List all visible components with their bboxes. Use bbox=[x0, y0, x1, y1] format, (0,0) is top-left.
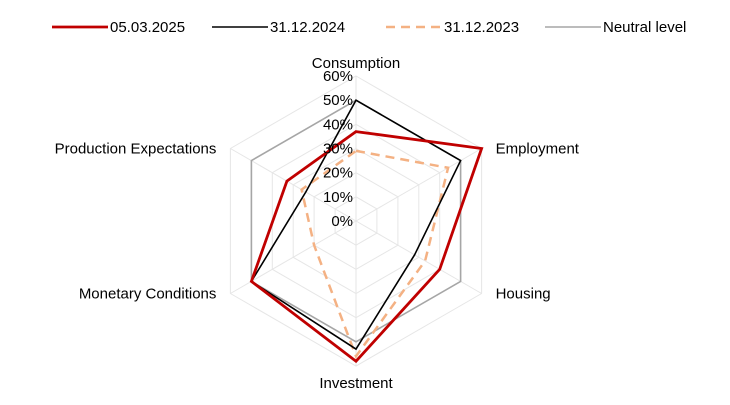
tick-label-30: 30% bbox=[323, 141, 353, 158]
legend-label-31-12-2023: 31.12.2023 bbox=[444, 19, 519, 36]
tick-label-60: 60% bbox=[323, 68, 353, 85]
axis-labels: Consumption Employment Housing Investment Mo… bbox=[55, 55, 580, 392]
legend: 05.03.2025 31.12.2024 31.12.2023 Neutral le… bbox=[52, 19, 686, 36]
tick-label-10: 10% bbox=[323, 189, 353, 206]
axis-label-monetary-conditions: Monetary Conditions bbox=[79, 286, 217, 303]
legend-label-neutral-level: Neutral level bbox=[603, 19, 686, 36]
series-31-12-2024 bbox=[250, 99, 462, 351]
axis-label-production-expectations: Production Expectations bbox=[55, 141, 217, 158]
axis-label-consumption: Consumption bbox=[312, 55, 400, 72]
axis-label-housing: Housing bbox=[496, 286, 551, 303]
legend-label-31-12-2024: 31.12.2024 bbox=[270, 19, 345, 36]
legend-label-05-03-2025: 05.03.2025 bbox=[110, 19, 185, 36]
series-05-03-2025 bbox=[249, 130, 484, 364]
tick-label-40: 40% bbox=[323, 116, 353, 133]
radial-tick-labels: 0% 10% 20% 30% 40% 50% 60% bbox=[323, 68, 353, 230]
axis-label-investment: Investment bbox=[319, 375, 393, 392]
tick-label-20: 20% bbox=[323, 165, 353, 182]
axis-label-employment: Employment bbox=[496, 141, 580, 158]
radar-grid bbox=[229, 75, 483, 367]
series-31-12-2023 bbox=[300, 149, 450, 359]
tick-label-50: 50% bbox=[323, 92, 353, 109]
series-group bbox=[249, 99, 484, 364]
tick-label-0: 0% bbox=[331, 213, 353, 230]
